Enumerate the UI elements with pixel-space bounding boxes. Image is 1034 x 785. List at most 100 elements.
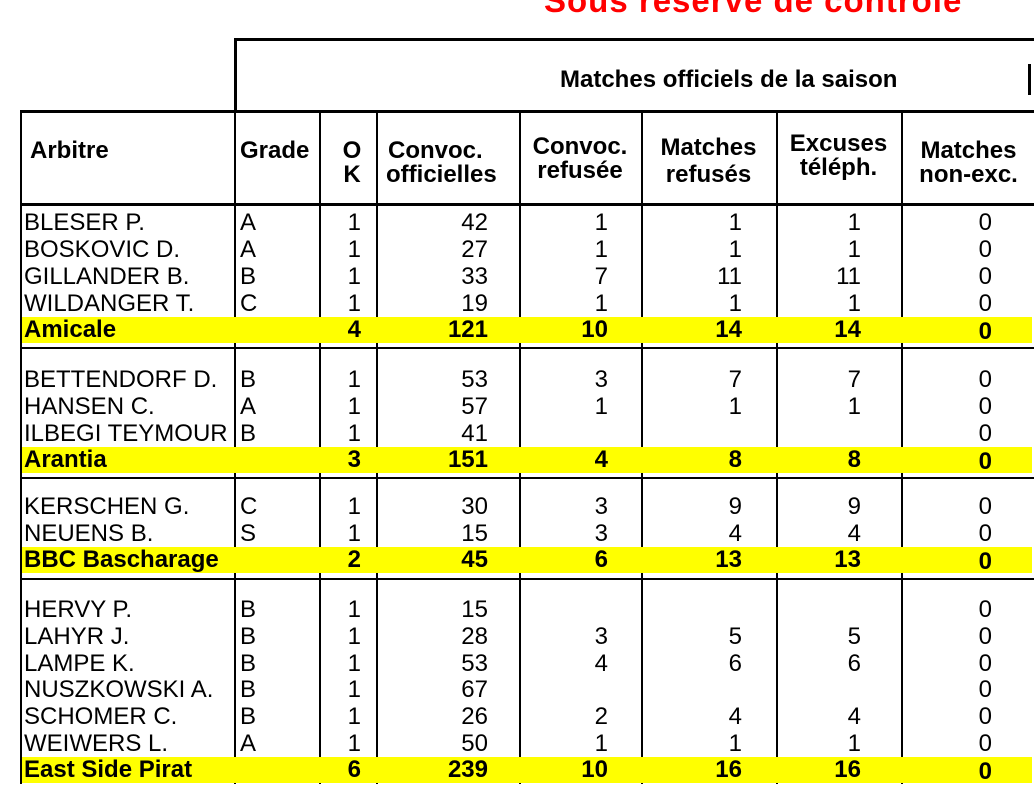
ok-cell: 1 xyxy=(347,703,361,730)
ok-cell: 1 xyxy=(347,420,361,447)
matches-cell: 7 xyxy=(728,366,742,393)
group-separator xyxy=(20,578,1034,580)
nonexc-cell: 0 xyxy=(978,209,992,236)
referee-name: KERSCHEN G. xyxy=(24,493,190,520)
excuses-cell: 1 xyxy=(847,393,861,420)
ok-cell: 1 xyxy=(347,520,361,547)
nonexc-cell: 0 xyxy=(978,676,992,703)
referee-name: BLESER P. xyxy=(24,209,145,236)
nonexc-cell: 0 xyxy=(978,548,992,575)
grade-cell: B xyxy=(240,263,257,290)
referee-name: NEUENS B. xyxy=(24,520,154,547)
header-excuses-teleph: Excuses téléph. xyxy=(778,132,899,180)
matches-cell: 16 xyxy=(715,756,742,783)
matches-cell: 4 xyxy=(728,703,742,730)
header-convoc-line1: Convoc. xyxy=(388,137,483,164)
nonexc-cell: 0 xyxy=(978,448,992,475)
referee-name: NUSZKOWSKI A. xyxy=(24,676,214,703)
referee-name: BETTENDORF D. xyxy=(24,366,218,393)
club-total-row: BBC Bascharage 2 45 6 13 13 0 xyxy=(22,546,1032,575)
referee-name: GILLANDER B. xyxy=(24,263,190,290)
referee-row: KERSCHEN G. C 1 30 3 9 9 0 xyxy=(22,494,1032,520)
grade-cell: A xyxy=(240,730,257,757)
nonexc-cell: 0 xyxy=(978,420,992,447)
nonexc-cell: 0 xyxy=(978,703,992,730)
matches-cell: 11 xyxy=(717,263,742,290)
status-banner: Sous réserve de contrôle xyxy=(544,0,963,19)
excuses-cell: 4 xyxy=(847,520,861,547)
referee-row: BOSKOVIC D. A 1 27 1 1 1 0 xyxy=(22,237,1032,263)
convoc-cell: 151 xyxy=(447,446,488,473)
ok-cell: 4 xyxy=(347,316,361,343)
ok-cell: 1 xyxy=(347,650,361,677)
excuses-cell: 11 xyxy=(836,263,861,290)
excuses-cell: 1 xyxy=(847,236,861,263)
club-name: Amicale xyxy=(24,316,117,343)
refusee-cell: 1 xyxy=(594,730,608,757)
header-bottom-border xyxy=(20,203,1034,206)
grade-cell: B xyxy=(240,703,257,730)
referee-row: BLESER P. A 1 42 1 1 1 0 xyxy=(22,210,1032,236)
matches-cell: 9 xyxy=(728,493,742,520)
ok-cell: 1 xyxy=(347,393,361,420)
convoc-cell: 67 xyxy=(461,676,488,703)
matches-cell: 1 xyxy=(728,730,742,757)
refusee-cell: 3 xyxy=(594,520,608,547)
club-total-row: East Side Pirat 6 239 10 16 16 0 xyxy=(22,756,1032,785)
header-matches-line1: Matches xyxy=(660,134,757,161)
refusee-cell: 1 xyxy=(594,209,608,236)
nonexc-cell: 0 xyxy=(978,366,992,393)
grade-cell: C xyxy=(240,493,258,520)
matches-cell: 8 xyxy=(728,446,742,473)
excuses-cell: 13 xyxy=(834,546,861,573)
ok-cell: 1 xyxy=(347,493,361,520)
nonexc-cell: 0 xyxy=(978,290,992,317)
convoc-cell: 50 xyxy=(461,730,488,757)
convoc-cell: 15 xyxy=(461,596,488,623)
convoc-cell: 53 xyxy=(461,366,488,393)
ok-cell: 1 xyxy=(347,623,361,650)
ok-cell: 2 xyxy=(347,546,361,573)
referee-name: WILDANGER T. xyxy=(24,290,195,317)
ok-cell: 3 xyxy=(347,446,361,473)
matches-cell: 6 xyxy=(728,650,742,677)
grade-cell: A xyxy=(240,209,257,236)
header-excuses-line2: téléph. xyxy=(799,154,878,181)
header-matches-line2: refusés xyxy=(665,161,752,188)
column-divider xyxy=(20,110,22,784)
convoc-cell: 239 xyxy=(447,756,488,783)
referee-row: LAMPE K. B 1 53 4 6 6 0 xyxy=(22,651,1032,677)
nonexc-cell: 0 xyxy=(978,393,992,420)
ok-cell: 1 xyxy=(347,236,361,263)
nonexc-cell: 0 xyxy=(978,520,992,547)
nonexc-cell: 0 xyxy=(978,263,992,290)
referee-row: LAHYR J. B 1 28 3 5 5 0 xyxy=(22,624,1032,650)
excuses-cell: 8 xyxy=(847,446,861,473)
convoc-cell: 15 xyxy=(461,520,488,547)
convoc-cell: 42 xyxy=(461,209,488,236)
club-total-row: Arantia 3 151 4 8 8 0 xyxy=(22,446,1032,475)
grade-cell: C xyxy=(240,290,258,317)
matches-cell: 5 xyxy=(728,623,742,650)
convoc-cell: 53 xyxy=(461,650,488,677)
group-separator xyxy=(20,477,1034,479)
referee-name: WEIWERS L. xyxy=(24,730,169,757)
excuses-cell: 6 xyxy=(847,650,861,677)
header-convoc-line2: officielles xyxy=(386,161,497,188)
convoc-cell: 30 xyxy=(461,493,488,520)
header-ok-line1: O xyxy=(342,137,362,164)
excuses-cell: 1 xyxy=(847,730,861,757)
ok-cell: 1 xyxy=(347,366,361,393)
referee-name: ILBEGI TEYMOUR xyxy=(24,420,228,447)
grade-cell: S xyxy=(240,520,257,547)
header-grade: Grade xyxy=(240,137,310,164)
header-refusee-line1: Convoc. xyxy=(532,133,628,160)
referee-row: ILBEGI TEYMOUR B 1 41 0 xyxy=(22,421,1032,447)
club-name: Arantia xyxy=(24,446,107,473)
referee-row: NUSZKOWSKI A. B 1 67 0 xyxy=(22,677,1032,703)
header-ok-line2: K xyxy=(343,161,361,188)
excuses-cell: 9 xyxy=(847,493,861,520)
convoc-cell: 121 xyxy=(447,316,488,343)
ok-cell: 1 xyxy=(347,209,361,236)
refusee-cell: 1 xyxy=(594,290,608,317)
